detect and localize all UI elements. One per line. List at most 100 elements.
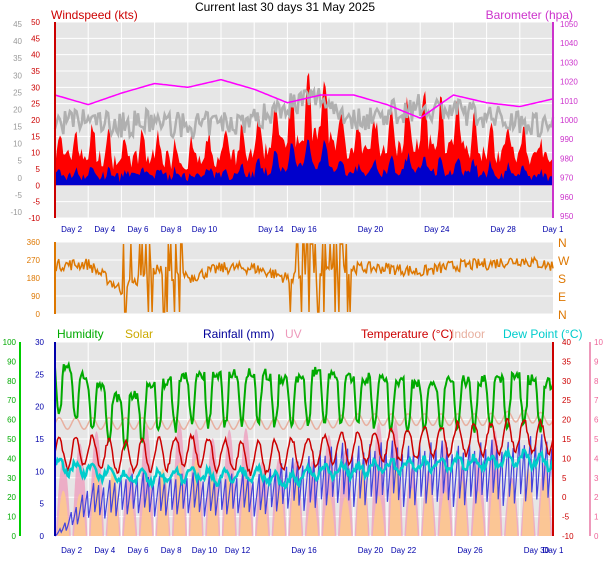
temp-tick: 15: [562, 435, 571, 444]
uv-tick: 1: [594, 513, 599, 522]
temp-x-tick: Day 12: [225, 546, 251, 555]
temp-tick: 25: [562, 396, 571, 405]
uv-tick: 0: [594, 532, 599, 541]
wind-x-tick: Day 6: [128, 225, 149, 234]
legend-item: Rainfall (mm): [203, 327, 274, 341]
baro-tick: 970: [560, 174, 574, 183]
baro-tick: 990: [560, 135, 574, 144]
baro-tick: 1040: [560, 39, 578, 48]
wind-outer-tick: 40: [13, 37, 22, 46]
temp-x-tick: Day 2: [61, 546, 82, 555]
legend-item: Temperature (°C): [361, 327, 453, 341]
temp-legend: Humidity Solar Rainfall (mm) UV Temperature …: [57, 327, 582, 341]
solar-bump: [372, 495, 385, 536]
humidity-tick: 100: [3, 338, 17, 347]
uv-tick: 8: [594, 377, 599, 386]
wind-axes: 454035302520151050-5-1050454035302520151…: [10, 18, 578, 234]
dir-tick: 0: [36, 310, 41, 319]
uv-tick: 4: [594, 454, 599, 463]
uv-tick: 2: [594, 493, 599, 502]
humidity-tick: 40: [7, 454, 16, 463]
wind-inner-tick: 10: [31, 149, 40, 158]
direction-line: [54, 243, 554, 313]
wind-x-tick: Day 2: [61, 225, 82, 234]
humidity-tick: 0: [12, 532, 17, 541]
uv-tick: 6: [594, 416, 599, 425]
baro-tick: 1020: [560, 78, 578, 87]
wind-inner-tick: -5: [33, 198, 41, 207]
uv-tick: 3: [594, 474, 599, 483]
temp-tick: 35: [562, 357, 571, 366]
temp-x-tick: Day 10: [192, 546, 218, 555]
wind-inner-tick: 40: [31, 51, 40, 60]
wind-inner-tick: 25: [31, 100, 40, 109]
dir-tick: 180: [27, 274, 41, 283]
temp-x-tick: Day 1: [543, 546, 564, 555]
dewpoint-line: [54, 446, 555, 491]
wind-outer-tick: 35: [13, 54, 22, 63]
wind-inner-tick: 5: [36, 165, 41, 174]
wind-series: [53, 72, 555, 186]
baro-tick: 1030: [560, 58, 578, 67]
temp-tick: 40: [562, 338, 571, 347]
uv-tick: 10: [594, 338, 603, 347]
wind-inner-tick: 30: [31, 83, 40, 92]
temp-tick: 0: [562, 493, 567, 502]
solar-bump: [57, 490, 70, 536]
wind-inner-tick: 20: [31, 116, 40, 125]
dir-compass-label: N: [558, 236, 567, 250]
legend-item: Solar: [125, 327, 153, 341]
humidity-line: [54, 360, 554, 452]
baro-tick: 1050: [560, 20, 578, 29]
wind-inner-tick: 0: [36, 181, 41, 190]
wind-inner-tick: 15: [31, 132, 40, 141]
wind-outer-tick: 10: [13, 140, 22, 149]
temp-series: [54, 360, 555, 537]
temp-x-tick: Day 26: [457, 546, 483, 555]
wind-outer-tick: -10: [10, 208, 22, 217]
windspeed-axis-title: Windspeed (kts): [51, 8, 138, 22]
wind-inner-tick: 50: [31, 18, 40, 27]
wind-avg-area: [55, 139, 553, 186]
dir-tick: 360: [27, 238, 41, 247]
dir-tick: 270: [27, 256, 41, 265]
wind-x-tick: Day 10: [192, 225, 218, 234]
temp-x-tick: Day 8: [161, 546, 182, 555]
page-title: Current last 30 days 31 May 2025: [195, 0, 375, 14]
baro-tick: 980: [560, 154, 574, 163]
temp-x-tick: Day 6: [128, 546, 149, 555]
legend-item: Humidity: [57, 327, 104, 341]
temp-x-tick: Day 22: [391, 546, 417, 555]
wind-gust-area: [55, 72, 553, 186]
direction-series: [54, 243, 554, 313]
temp-tick: 5: [562, 474, 567, 483]
wind-x-tick: Day 20: [358, 225, 384, 234]
wind-x-tick: Day 24: [424, 225, 450, 234]
temperature-line: [54, 417, 554, 477]
wind-x-tick: Day 14: [258, 225, 284, 234]
wind-outer-tick: 0: [18, 174, 23, 183]
legend-item: Dew Point (°C): [503, 327, 582, 341]
dir-compass-label: S: [558, 272, 566, 286]
temp-x-tick: Day 20: [358, 546, 384, 555]
wind-outer-tick: 20: [13, 105, 22, 114]
barometer-axis-title: Barometer (hpa): [486, 8, 573, 22]
temp-tick: -5: [562, 513, 570, 522]
rain-tick: 20: [35, 403, 44, 412]
dir-compass-label: E: [558, 290, 566, 304]
rain-tick: 0: [40, 532, 45, 541]
solar-bump: [339, 497, 352, 536]
wind-inner-tick: 35: [31, 67, 40, 76]
wind-outer-tick: 45: [13, 20, 22, 29]
wind-outer-tick: -5: [15, 191, 23, 200]
wind-x-tick: Day 4: [94, 225, 115, 234]
uv-tick: 7: [594, 396, 599, 405]
wind-inner-tick: -10: [28, 214, 40, 223]
dir-compass-label: N: [558, 308, 567, 322]
humidity-tick: 60: [7, 416, 16, 425]
wind-x-tick: Day 28: [491, 225, 517, 234]
rain-tick: 10: [35, 467, 44, 476]
uv-tick: 5: [594, 435, 599, 444]
